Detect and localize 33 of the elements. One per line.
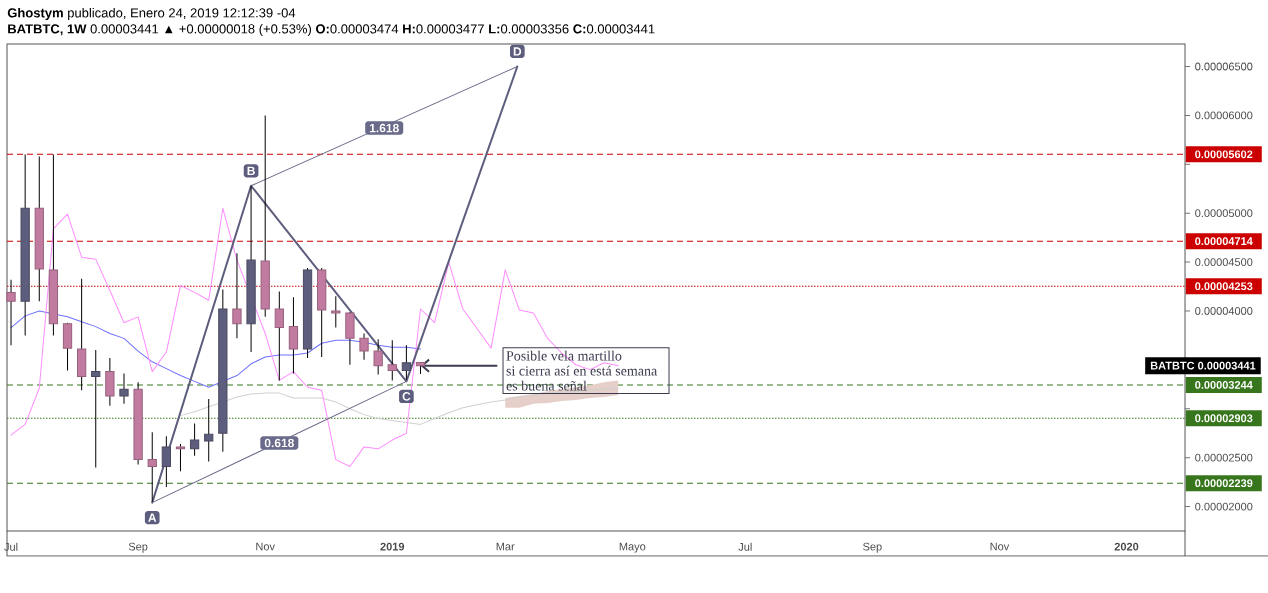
- x-tick-label: Jul: [4, 542, 18, 551]
- ref-line-label: 0.00004253: [1195, 282, 1253, 291]
- x-tick-label: Mar: [496, 542, 515, 551]
- y-tick-label: 0.00004000: [1195, 307, 1253, 315]
- annotation: 0.618: [264, 438, 294, 448]
- annotation: D: [513, 47, 522, 56]
- ref-line-label: 0.00002903: [1195, 414, 1253, 423]
- x-tick-label: Nov: [990, 542, 1010, 551]
- y-tick-label: 0.00005000: [1195, 209, 1253, 218]
- y-tick-label: 0.00006500: [1195, 62, 1253, 71]
- annotation: A: [148, 513, 157, 522]
- annotation: C: [402, 392, 411, 401]
- x-tick-label: 2019: [380, 542, 405, 551]
- x-tick-label: Jul: [738, 542, 752, 551]
- ref-line-label: 0.00005602: [1195, 150, 1253, 159]
- y-tick-label: 0.00002500: [1195, 453, 1253, 462]
- y-tick-label: 0.00006000: [1195, 111, 1253, 120]
- ref-line-label: 0.00004714: [1195, 237, 1253, 246]
- y-tick-label: 0.00004500: [1195, 258, 1253, 266]
- annotation: Posible vela martillo si cierra así en está semana es buena señal: [506, 350, 658, 391]
- ref-line-label: 0.00002239: [1195, 479, 1253, 488]
- text: BATBTC, 1W 0.00003441 ▲ +0.00000018 (+0.53%) O:0.00003474 H:0.00003477 L:0.00003356 C:0.00003441: [8, 23, 655, 37]
- ref-line-label: 0.00003244: [1195, 381, 1253, 389]
- x-tick-label: Nov: [256, 542, 275, 551]
- annotation: BATBTC 0.00003441: [1150, 361, 1256, 370]
- x-tick-label: Sep: [128, 542, 148, 553]
- annotation: 1.618: [369, 123, 399, 133]
- x-tick-label: Sep: [863, 542, 882, 553]
- annotation: B: [247, 166, 255, 175]
- chart-title: Ghostym publicado, Enero 24, 2019 12:12:39 -04: [7, 7, 296, 21]
- x-tick-label: 2020: [1114, 542, 1139, 551]
- x-tick-label: Mayo: [619, 542, 646, 553]
- y-tick-label: 0.00002000: [1195, 502, 1253, 511]
